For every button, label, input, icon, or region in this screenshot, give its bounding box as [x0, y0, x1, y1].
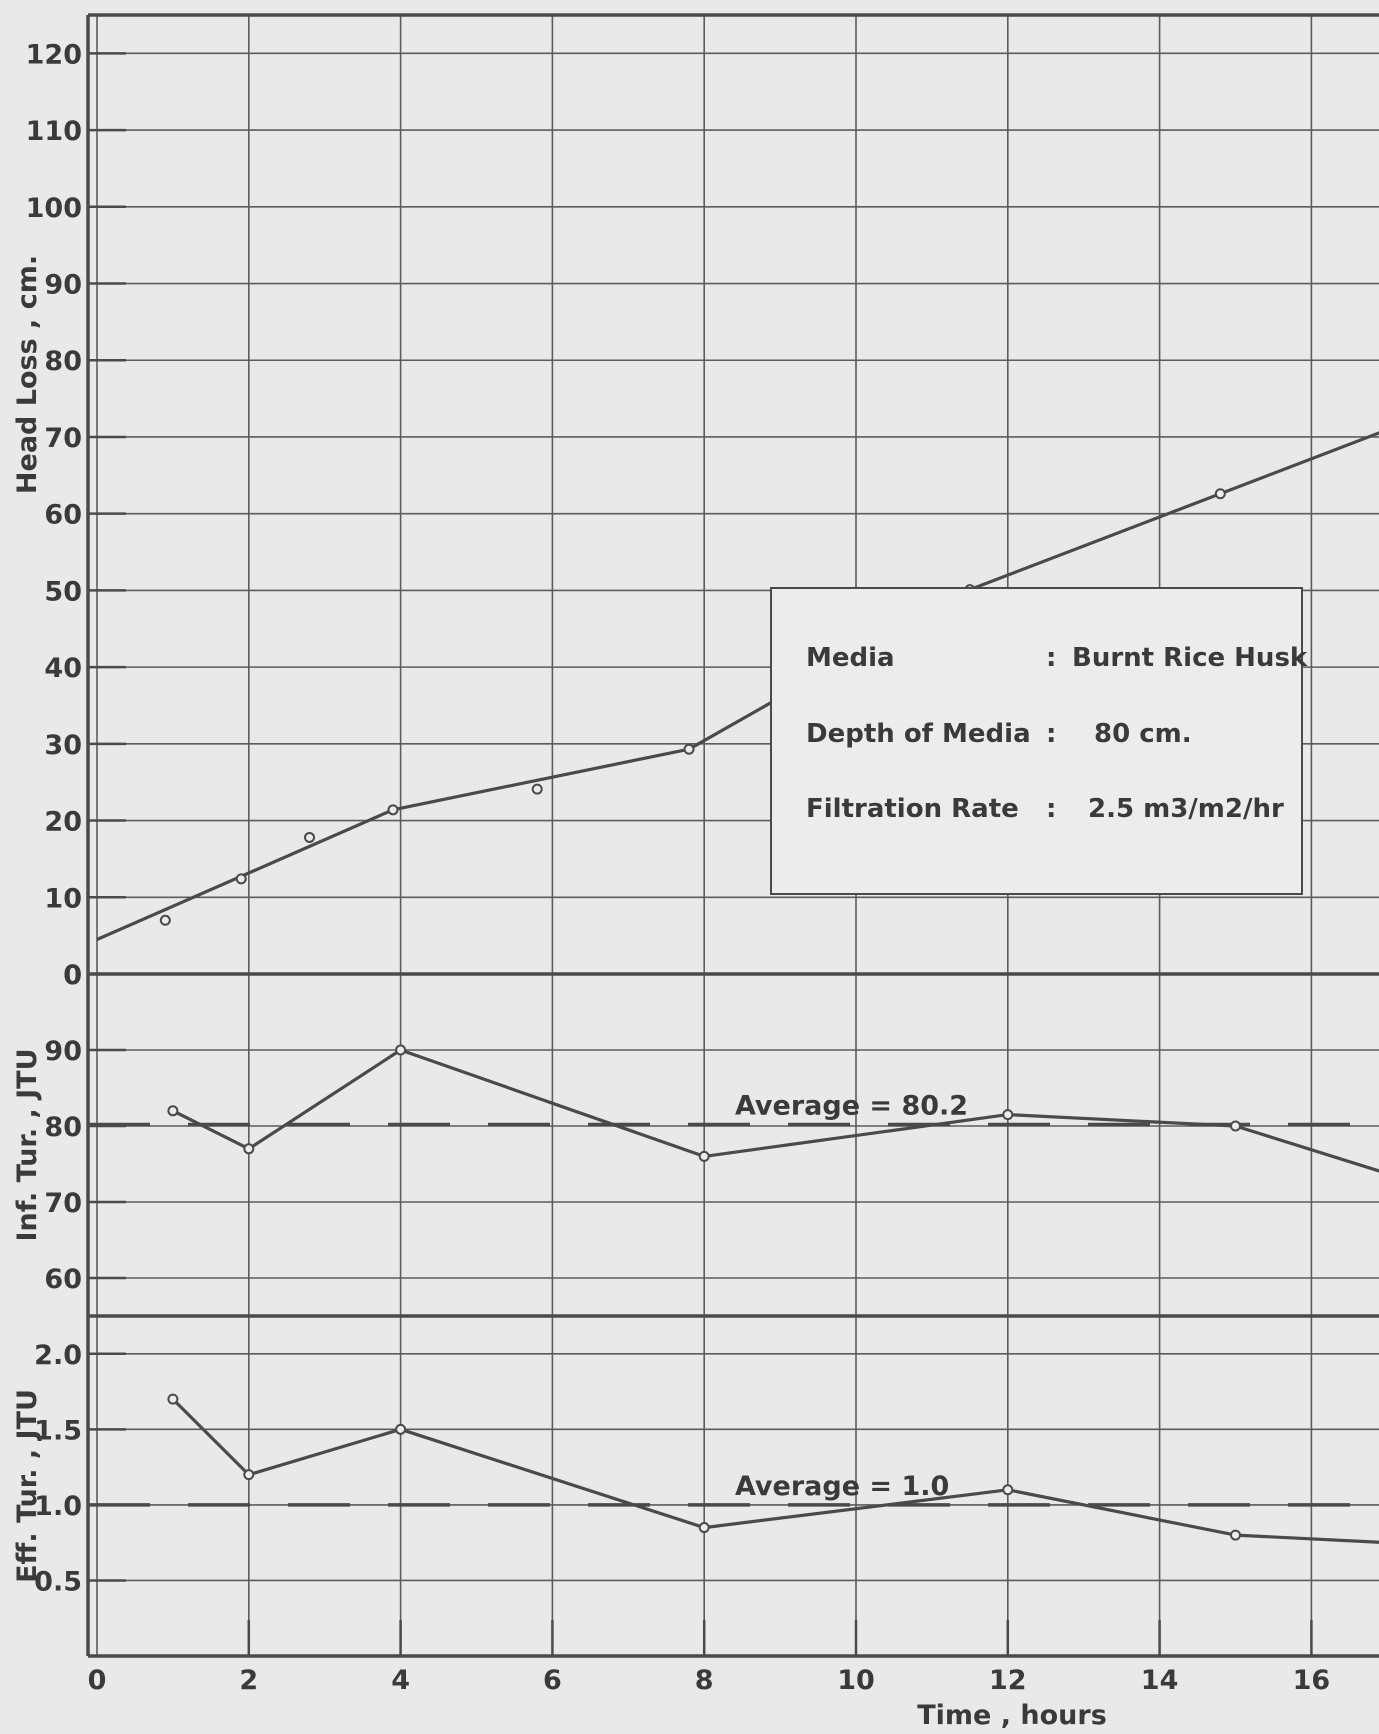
head-loss-data-point [235, 873, 247, 885]
info-box: Media : Burnt Rice Husk Depth of Media :… [770, 587, 1308, 895]
effluent-turbidity-y-tick-label: 2.0 [34, 1340, 82, 1371]
effluent-turbidity-data-point [1002, 1484, 1014, 1496]
head-loss-y-tick-label: 10 [44, 883, 82, 914]
info-sep-rate: : [1046, 794, 1056, 824]
effluent-turbidity-data-point [167, 1393, 179, 1405]
x-tick-label: 6 [543, 1665, 562, 1696]
head-loss-y-tick-label: 110 [26, 116, 82, 147]
effluent-turbidity-y-tick-label: 0.5 [34, 1566, 82, 1597]
head-loss-series-line [96, 431, 1379, 941]
effluent-turbidity-data-point [395, 1423, 407, 1435]
x-tick-label: 12 [989, 1665, 1027, 1696]
effluent-turbidity-data-point [243, 1469, 255, 1481]
influent-turbidity-data-point [1230, 1120, 1241, 1132]
axis-titles: Head Loss , cm. Inf. Tur. , JTU Eff. Tur. … [12, 255, 1107, 1731]
x-tick-label: 0 [88, 1665, 107, 1696]
effluent-turbidity-average-label: Average = 1.0 [735, 1471, 949, 1502]
head-loss-y-tick-label: 50 [44, 576, 82, 607]
tick-labels: 0 10 20 30 40 50 60 70 80 90 100 110 120 60 70 80 90 0 0.5… [26, 39, 1331, 1696]
head-loss-data-point [531, 783, 543, 795]
influent-turbidity-y-tick-label: 0 [63, 960, 82, 991]
plot-frame [86, 13, 1379, 1658]
info-value-media: Burnt Rice Husk [1072, 643, 1308, 673]
info-sep-depth: : [1046, 719, 1056, 749]
head-loss-data-point [304, 831, 316, 843]
influent-turbidity-data-point [698, 1150, 710, 1162]
x-axis-title: Time , hours [917, 1700, 1107, 1731]
info-value-rate: 2.5 m3/m2/hr [1088, 794, 1284, 824]
influent-turbidity-y-tick-label: 80 [44, 1112, 82, 1143]
average-lines: Average = 80.2 Average = 1.0 [88, 1090, 1379, 1507]
influent-turbidity-data-point [395, 1044, 407, 1056]
head-loss-data-point [159, 914, 171, 926]
head-loss-y-tick-label: 20 [44, 807, 82, 838]
influent-turbidity-y-tick-label: 70 [44, 1188, 82, 1219]
head-loss-y-tick-label: 120 [26, 39, 82, 70]
effluent-turbidity-y-tick-label: 1.0 [34, 1491, 82, 1522]
influent-turbidity-average-label: Average = 80.2 [735, 1090, 968, 1121]
effluent-turbidity-y-tick-label: 1.5 [34, 1415, 82, 1446]
info-value-depth: 80 cm. [1094, 719, 1192, 749]
info-box-frame [770, 587, 1303, 895]
effluent-turbidity-data-point [1230, 1529, 1241, 1541]
x-tick-label: 14 [1141, 1665, 1179, 1696]
x-tick-label: 16 [1293, 1665, 1331, 1696]
influent-turbidity-data-point [167, 1105, 179, 1117]
x-tick-label: 4 [391, 1665, 410, 1696]
head-loss-y-tick-label: 90 [44, 270, 82, 301]
head-loss-y-tick-label: 40 [44, 653, 82, 684]
head-loss-data-point [683, 743, 695, 755]
influent-turbidity-data-point [243, 1143, 255, 1155]
head-loss-y-tick-label: 100 [26, 193, 82, 224]
effluent-turbidity-y-axis-title: Eff. Tur. , JTU [12, 1389, 43, 1583]
effluent-turbidity-series-line [171, 1397, 1379, 1544]
info-sep-media: : [1046, 643, 1056, 673]
head-loss-data-point [1214, 488, 1226, 500]
info-label-rate: Filtration Rate [806, 794, 1019, 824]
head-loss-y-tick-label: 60 [44, 500, 82, 531]
x-tick-label: 2 [239, 1665, 258, 1696]
head-loss-y-tick-label: 0 [63, 960, 82, 991]
influent-turbidity-y-tick-label: 90 [44, 1036, 82, 1067]
influent-turbidity-data-point [1002, 1109, 1014, 1121]
effluent-turbidity-data-point [698, 1522, 710, 1534]
info-label-media: Media [806, 643, 895, 673]
x-tick-label: 10 [837, 1665, 875, 1696]
head-loss-y-axis-title: Head Loss , cm. [12, 255, 43, 494]
head-loss-data-point [387, 804, 399, 816]
influent-turbidity-y-axis-title: Inf. Tur. , JTU [12, 1048, 43, 1241]
influent-turbidity-series-line [172, 1048, 1379, 1173]
data-series [96, 431, 1379, 1544]
head-loss-y-tick-label: 80 [44, 346, 82, 377]
x-tick-label: 8 [695, 1665, 714, 1696]
head-loss-y-tick-label: 70 [44, 423, 82, 454]
head-loss-y-tick-label: 30 [44, 730, 82, 761]
info-label-depth: Depth of Media [806, 719, 1031, 749]
influent-turbidity-y-tick-label: 60 [44, 1264, 82, 1295]
